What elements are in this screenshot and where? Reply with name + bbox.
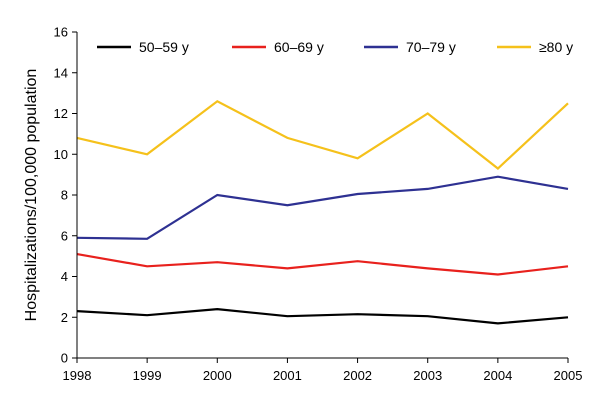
x-tick-label: 2001 xyxy=(273,368,302,383)
legend-item: 60–69 y xyxy=(232,39,324,55)
y-tick-label: 10 xyxy=(54,147,68,162)
x-tick-label: 2005 xyxy=(554,368,583,383)
series-line-0 xyxy=(76,307,569,325)
legend-label: ≥80 y xyxy=(539,39,573,55)
y-tick-label: 2 xyxy=(61,310,68,325)
y-tick-label: 16 xyxy=(54,25,68,40)
y-tick-label: 0 xyxy=(61,351,68,366)
x-tick-label: 2004 xyxy=(483,368,512,383)
legend-item: 70–79 y xyxy=(364,39,456,55)
series-line-3 xyxy=(76,100,569,170)
series-line-1 xyxy=(76,253,569,276)
legend-label: 50–59 y xyxy=(139,39,189,55)
x-tick-label: 2003 xyxy=(413,368,442,383)
x-tick-label: 2000 xyxy=(203,368,232,383)
x-tick-label: 1998 xyxy=(63,368,92,383)
x-tick-label: 1999 xyxy=(133,368,162,383)
legend: 50–59 y 60–69 y 70–79 y ≥80 y xyxy=(97,39,573,55)
y-tick-label: 8 xyxy=(61,188,68,203)
y-axis-title: Hospitalizations/100,000 population xyxy=(23,69,40,322)
series-line-2 xyxy=(76,175,569,240)
y-tick-label: 14 xyxy=(54,65,68,80)
x-ticks: 1998 1999 2000 2001 2002 2003 2004 2005 xyxy=(63,358,583,383)
legend-item: 50–59 y xyxy=(97,39,189,55)
y-ticks: 0 2 4 6 8 10 12 14 16 xyxy=(54,25,77,366)
legend-label: 60–69 y xyxy=(274,39,324,55)
legend-item: ≥80 y xyxy=(497,39,573,55)
x-tick-label: 2002 xyxy=(343,368,372,383)
y-tick-label: 6 xyxy=(61,228,68,243)
series-layer xyxy=(76,100,569,325)
axes: 0 2 4 6 8 10 12 14 16 1998 1999 2000 2001 2002 2003 20… xyxy=(54,25,583,384)
y-tick-label: 4 xyxy=(61,269,68,284)
legend-label: 70–79 y xyxy=(406,39,456,55)
y-tick-label: 12 xyxy=(54,106,68,121)
